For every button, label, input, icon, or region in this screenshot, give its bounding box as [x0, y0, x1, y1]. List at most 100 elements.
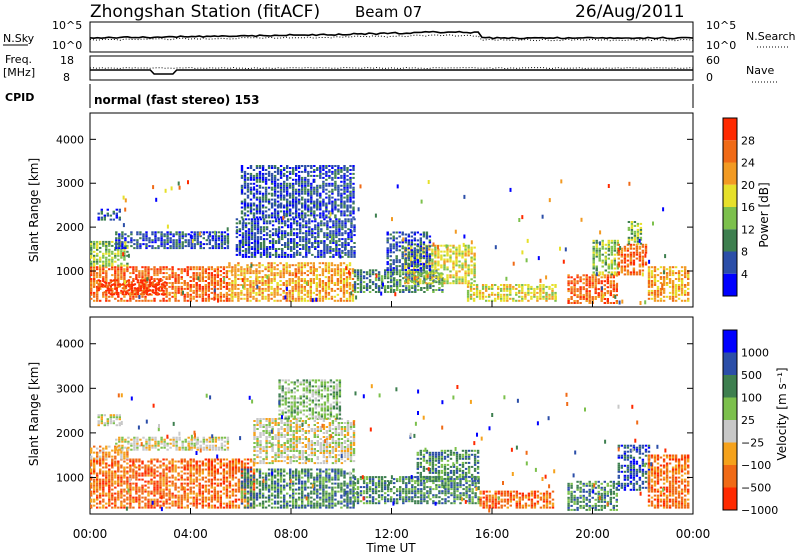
- power-cell-2462: [273, 186, 277, 189]
- power-cell-1381: [291, 285, 294, 288]
- power-cell-1605: [339, 285, 343, 288]
- power-cell-3158: [417, 283, 420, 286]
- power-cell-200: [135, 266, 138, 269]
- power-cell-1045: [211, 237, 214, 240]
- velocity-cell-161: [114, 476, 117, 479]
- power-cell-1245: [261, 280, 264, 282]
- power-cell-854: [121, 247, 124, 250]
- power-cell-3616: [401, 267, 404, 270]
- power-cell-169: [129, 295, 132, 298]
- power-cell-1442: [303, 287, 306, 290]
- power-cell-4273: [629, 259, 633, 262]
- power-cell-4504: [677, 280, 681, 282]
- power-cell-1172: [246, 289, 249, 292]
- power-cell-1038: [208, 239, 211, 242]
- power-y-label: Slant Range [km]: [27, 158, 41, 262]
- power-cell-1927: [287, 242, 290, 244]
- power-cell-1519: [318, 262, 321, 265]
- power-cell-3701: [419, 249, 422, 252]
- power-cell-820: [103, 216, 106, 219]
- power-cell-1476: [309, 270, 312, 273]
- power-cell-1863: [271, 232, 275, 235]
- power-cell-292: [159, 272, 162, 275]
- power-cell-423: [192, 274, 195, 277]
- power-cell-1530: [321, 272, 325, 275]
- power-cell-594: [109, 281, 112, 284]
- power-cell-3612: [398, 241, 401, 244]
- power-cell-2990: [359, 291, 363, 293]
- velocity-cell-44: [96, 488, 99, 491]
- power-cell-3010: [365, 287, 369, 289]
- power-cell-1734: [247, 248, 251, 250]
- power-cell-1844: [268, 253, 272, 256]
- power-cell-1413: [297, 278, 300, 280]
- power-cell-4349: [633, 238, 637, 241]
- power-cell-4176: [607, 257, 610, 260]
- power-cell-938: [163, 241, 166, 244]
- velocity-cell-16: [90, 462, 93, 465]
- power-cell-1310: [276, 291, 279, 294]
- power-cell-3062: [384, 271, 387, 274]
- power-cell-1174: [246, 284, 249, 286]
- power-cell-3511: [467, 282, 470, 285]
- power-cell-979: [178, 231, 181, 234]
- power-cell-1676: [235, 248, 239, 250]
- power-cell-2395: [261, 169, 265, 171]
- power-cell-2710: [310, 165, 313, 167]
- power-cell-4179: [607, 247, 610, 250]
- power-cell-1266: [267, 287, 270, 290]
- power-cell-4583: [521, 215, 524, 220]
- power-cell-3839: [509, 293, 512, 296]
- power-cell-2248: [353, 230, 356, 233]
- power-cell-4117: [592, 263, 595, 266]
- power-cell-886: [139, 247, 142, 250]
- power-cell-4685: [560, 179, 563, 184]
- power-cell-1946: [290, 230, 293, 233]
- power-cell-4641: [664, 254, 667, 259]
- power-cell-389: [186, 299, 189, 302]
- power-cell-3171: [423, 291, 426, 293]
- power-cell-2525: [283, 174, 286, 177]
- power-cell-1686: [238, 251, 242, 254]
- power-cell-4515: [680, 285, 684, 288]
- power-cell-3809: [497, 297, 500, 300]
- power-cell-2203: [344, 238, 347, 241]
- power-cell-330: [168, 268, 171, 271]
- power-cell-2698: [310, 198, 313, 201]
- power-cell-4241: [620, 255, 623, 258]
- power-cell-1452: [306, 295, 309, 298]
- power-cell-2270: [243, 214, 247, 217]
- power-cell-1709: [241, 228, 245, 231]
- power-cell-4342: [630, 230, 634, 233]
- power-cell-111: [114, 276, 117, 279]
- power-cell-4380: [647, 282, 651, 284]
- power-cell-3494: [464, 280, 467, 283]
- power-cell-960: [172, 241, 175, 244]
- power-cell-3696: [419, 267, 422, 270]
- power-cell-1383: [291, 280, 294, 282]
- power-cell-2703: [310, 188, 313, 191]
- power-cell-3433: [449, 254, 452, 257]
- power-cell-315: [165, 282, 168, 284]
- power-cell-2465: [273, 180, 277, 183]
- power-cell-4292: [632, 243, 636, 246]
- power-cell-3056: [384, 289, 387, 291]
- power-cell-2139: [332, 236, 335, 239]
- power-cell-3362: [434, 272, 437, 275]
- power-cell-1281: [270, 291, 273, 294]
- power-cell-2034: [308, 228, 311, 231]
- power-cell-2611: [298, 214, 301, 217]
- power-cell-1635: [345, 289, 349, 292]
- power-cell-1785: [256, 248, 260, 250]
- power-cell-3601: [395, 247, 398, 250]
- power-cell-2258: [240, 200, 244, 203]
- power-cell-868: [127, 241, 130, 244]
- power-cell-3538: [473, 280, 476, 283]
- power-cell-2849: [334, 180, 337, 183]
- power-cell-2635: [301, 204, 304, 207]
- velocity-cell-21: [93, 498, 96, 501]
- power-cell-3757: [469, 295, 473, 298]
- velocity-cell-115: [108, 496, 111, 499]
- power-cell-1857: [271, 246, 275, 248]
- power-cell-2440: [270, 186, 274, 189]
